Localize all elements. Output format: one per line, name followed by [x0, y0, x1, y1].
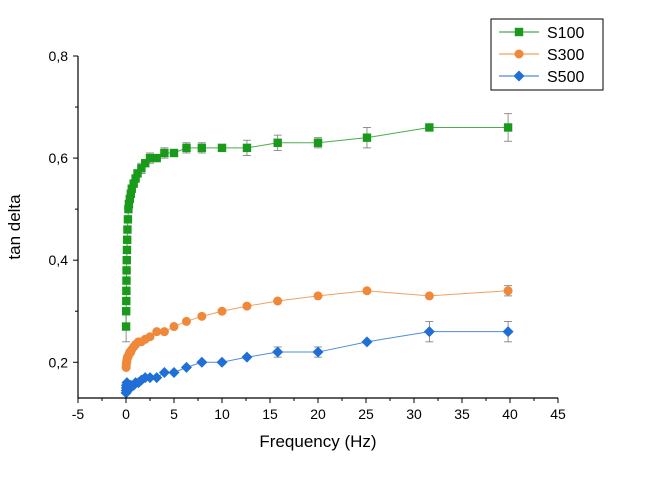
- data-point: [159, 327, 169, 337]
- data-point: [217, 143, 227, 153]
- x-tick-label: 30: [406, 406, 422, 422]
- x-tick-label: 35: [454, 406, 470, 422]
- data-point: [126, 189, 135, 199]
- data-point: [273, 296, 283, 306]
- data-point: [137, 164, 146, 173]
- x-tick-label: 45: [550, 406, 566, 422]
- x-tick-label: 0: [122, 406, 130, 422]
- y-tick-label: 0,4: [49, 252, 69, 268]
- data-point: [127, 184, 136, 193]
- data-point: [169, 322, 179, 332]
- x-axis-title: Frequency (Hz): [259, 432, 376, 451]
- series-line: [125, 331, 509, 393]
- data-point: [197, 143, 207, 153]
- data-point: [423, 326, 435, 338]
- legend-marker: [514, 27, 524, 37]
- y-tick-label: 0,2: [49, 354, 69, 370]
- y-axis-title: tan delta: [5, 194, 24, 260]
- series-s500: [120, 321, 514, 399]
- x-tick-label: 25: [358, 406, 374, 422]
- data-point: [122, 266, 131, 275]
- data-point: [502, 326, 514, 338]
- data-point: [313, 291, 323, 301]
- data-point: [144, 372, 156, 384]
- data-point: [272, 346, 284, 358]
- data-point: [169, 148, 179, 158]
- data-point: [124, 204, 133, 214]
- data-point: [242, 143, 252, 153]
- data-point: [216, 356, 228, 368]
- data-point: [121, 377, 133, 389]
- x-tick-label: 20: [310, 406, 326, 422]
- data-point: [313, 138, 323, 147]
- data-point: [425, 123, 434, 132]
- legend: S100 S300 S500: [490, 18, 604, 91]
- data-point: [122, 255, 131, 265]
- data-point: [145, 153, 155, 163]
- data-point: [124, 199, 134, 209]
- data-point: [361, 336, 373, 348]
- data-point: [122, 286, 131, 296]
- x-tick-label: 15: [262, 406, 278, 422]
- series-layer: [120, 113, 514, 399]
- data-point: [122, 235, 132, 244]
- data-point: [158, 366, 170, 378]
- data-point: [362, 286, 372, 296]
- data-point: [424, 291, 434, 301]
- data-point: [180, 361, 192, 373]
- legend-marker: [513, 70, 525, 82]
- data-point: [217, 306, 227, 316]
- legend-marker: [514, 49, 524, 59]
- x-axis-ticks: -5 0 5 10 15 20 25 30 35 40 45: [72, 398, 566, 422]
- data-point: [273, 138, 282, 147]
- y-tick-label: 0,8: [49, 48, 69, 64]
- legend-item-s500: S500: [499, 69, 584, 86]
- data-point: [242, 301, 252, 311]
- data-point: [503, 123, 513, 132]
- series-s300: [121, 285, 513, 372]
- data-point: [152, 327, 162, 337]
- data-point: [312, 346, 324, 358]
- data-point: [182, 143, 191, 153]
- legend-item-s300: S300: [499, 47, 584, 64]
- legend-label: S100: [547, 25, 584, 42]
- data-point: [122, 245, 132, 255]
- data-point: [362, 133, 372, 142]
- data-point: [122, 296, 131, 306]
- data-point: [125, 194, 135, 204]
- x-tick-label: 10: [214, 406, 230, 422]
- x-tick-label: 5: [170, 406, 178, 422]
- data-point: [181, 316, 191, 326]
- legend-label: S500: [547, 69, 584, 86]
- data-point: [129, 179, 138, 188]
- data-point: [141, 158, 150, 168]
- series-s100: [121, 113, 513, 343]
- data-point: [197, 311, 207, 321]
- x-tick-label: -5: [72, 406, 85, 422]
- data-point: [151, 372, 163, 384]
- data-point: [123, 225, 132, 234]
- data-point: [503, 286, 513, 296]
- data-point: [122, 276, 131, 285]
- data-point: [131, 174, 140, 183]
- data-point: [168, 366, 180, 378]
- legend-label: S300: [547, 47, 584, 64]
- x-tick-label: 40: [502, 406, 518, 422]
- data-point: [241, 351, 253, 363]
- data-point: [196, 356, 208, 368]
- data-point: [145, 332, 155, 342]
- data-point: [152, 153, 161, 163]
- data-point: [123, 215, 133, 224]
- data-point: [160, 148, 169, 158]
- data-point: [121, 322, 131, 331]
- data-point: [133, 169, 142, 178]
- y-axis-ticks: 0,2 0,4 0,6 0,8: [49, 48, 78, 370]
- y-tick-label: 0,6: [49, 150, 69, 166]
- data-point: [121, 307, 131, 316]
- legend-item-s100: S100: [499, 25, 584, 42]
